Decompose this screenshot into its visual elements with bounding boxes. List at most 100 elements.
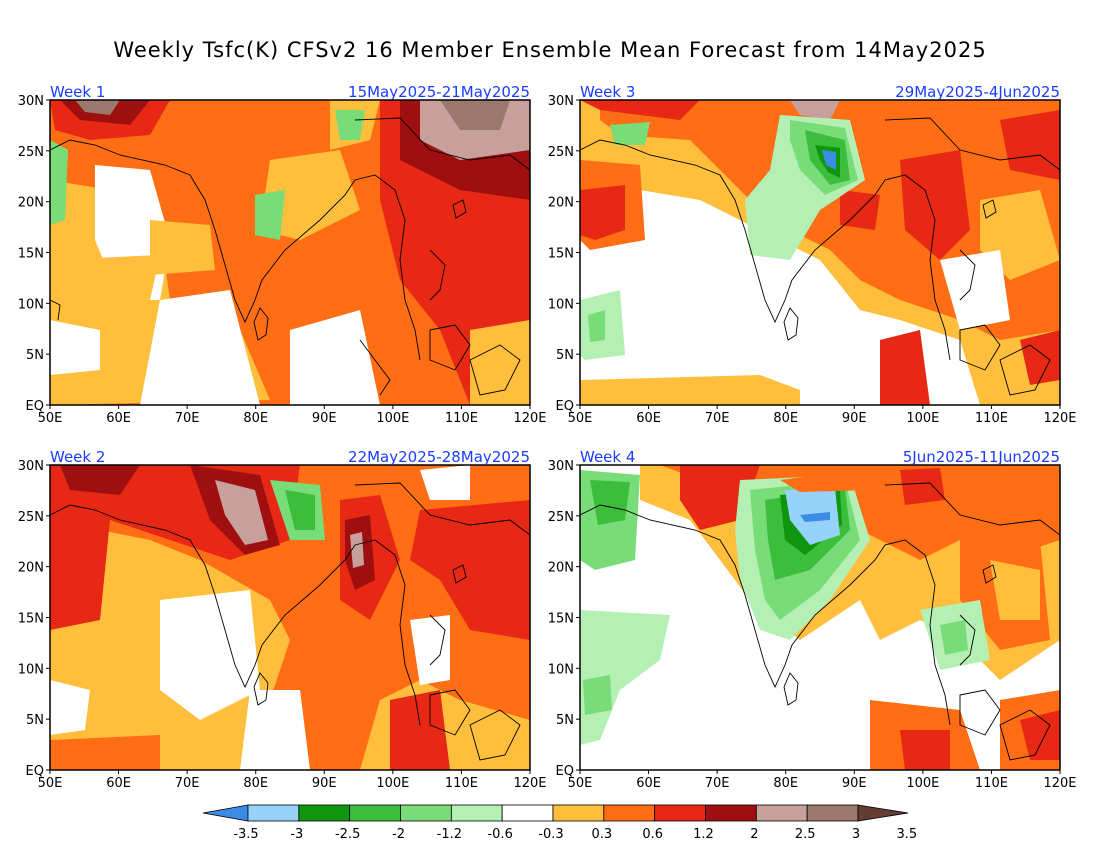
panel-week-1: Week 1 15May2025-21May2025 xyxy=(49,83,531,406)
lon-tick-label: 70E xyxy=(175,776,200,791)
lon-tick-label: 60E xyxy=(636,411,661,426)
lon-tick-label: 120E xyxy=(513,776,546,791)
lat-tick-label: 25N xyxy=(548,510,574,525)
lat-tick-label: 25N xyxy=(548,145,574,160)
lon-tick-label: 100E xyxy=(376,776,409,791)
lat-tick-label: 10N xyxy=(18,297,44,312)
panel-week-2-label: Week 2 xyxy=(50,448,105,466)
lon-tick-label: 60E xyxy=(106,411,131,426)
lat-tick-label: 5N xyxy=(556,348,574,363)
lat-tick-label: 20N xyxy=(548,196,574,211)
lon-tick-label: 60E xyxy=(636,776,661,791)
lon-tick-label: 80E xyxy=(243,776,268,791)
colorbar-label: -2.5 xyxy=(335,827,360,842)
panel-week-3-label: Week 3 xyxy=(580,83,635,101)
lat-tick-label: 15N xyxy=(18,612,44,627)
colorbar-swatch xyxy=(501,804,554,822)
colorbar-swatch xyxy=(298,804,351,822)
panel-week-4-label: Week 4 xyxy=(580,448,635,466)
panel-week-3: Week 3 29May2025-4Jun2025 xyxy=(579,83,1061,406)
panel-week-4-dates: 5Jun2025-11Jun2025 xyxy=(903,448,1060,466)
panel-week-1-label: Week 1 xyxy=(50,83,105,101)
panel-week-4: Week 4 5Jun2025-11Jun2025 xyxy=(579,448,1061,771)
figure-title: Weekly Tsfc(K) CFSv2 16 Member Ensemble … xyxy=(113,38,987,62)
panel-week-2-field xyxy=(50,465,530,770)
panel-week-3-field xyxy=(580,100,1060,405)
colorbar: -3.5 -3 -2.5 -2 -1.2 -0.6 -0.3 0.3 0.6 1.2 2 2.5 3 3.… xyxy=(202,804,917,842)
panel-week-3-dates: 29May2025-4Jun2025 xyxy=(895,83,1060,101)
lon-tick-label: 100E xyxy=(906,411,939,426)
colorbar-label: 0.6 xyxy=(642,827,663,842)
panel-week-2-dates: 22May2025-28May2025 xyxy=(348,448,530,466)
lon-tick-label: 120E xyxy=(1043,776,1076,791)
lon-tick-label: 80E xyxy=(773,411,798,426)
colorbar-swatch xyxy=(247,804,300,822)
lat-tick-label: 30N xyxy=(548,459,574,474)
lon-tick-label: 90E xyxy=(312,411,337,426)
lon-tick-label: 110E xyxy=(445,776,478,791)
lat-tick-label: EQ xyxy=(556,399,574,414)
lat-tick-label: 30N xyxy=(548,94,574,109)
lon-tick-label: 110E xyxy=(975,776,1008,791)
colorbar-swatch xyxy=(806,804,859,822)
colorbar-label: -0.6 xyxy=(487,827,512,842)
panel-week-2: Week 2 22May2025-28May2025 xyxy=(49,448,531,771)
lon-tick-label: 90E xyxy=(842,776,867,791)
colorbar-label: -0.3 xyxy=(538,827,563,842)
lat-tick-label: EQ xyxy=(26,399,44,414)
lat-tick-label: EQ xyxy=(556,764,574,779)
lat-tick-label: 25N xyxy=(18,510,44,525)
lon-tick-label: 80E xyxy=(773,776,798,791)
panel-week-1-coastlines xyxy=(50,117,530,396)
lon-tick-label: 90E xyxy=(842,411,867,426)
colorbar-label: -1.2 xyxy=(437,827,462,842)
lon-tick-label: 100E xyxy=(376,411,409,426)
lat-tick-label: 20N xyxy=(18,196,44,211)
panel-week-2-coastlines xyxy=(50,482,530,761)
panel-week-4-field xyxy=(580,465,1060,770)
colorbar-swatch xyxy=(400,804,452,822)
colorbar-label: 3 xyxy=(852,827,860,842)
lat-tick-label: 15N xyxy=(18,247,44,262)
lon-tick-label: 50E xyxy=(568,411,593,426)
colorbar-swatch xyxy=(705,804,757,822)
lat-tick-label: 20N xyxy=(548,561,574,576)
colorbar-label: -3 xyxy=(290,827,303,842)
colorbar-label: 0.3 xyxy=(591,827,612,842)
colorbar-swatch xyxy=(654,804,706,822)
colorbar-swatch xyxy=(755,804,808,822)
lat-tick-label: 30N xyxy=(18,459,44,474)
colorbar-low-arrow xyxy=(202,804,249,822)
lon-tick-label: 110E xyxy=(975,411,1008,426)
lat-tick-label: EQ xyxy=(26,764,44,779)
colorbar-swatch xyxy=(450,804,503,822)
colorbar-swatch xyxy=(603,804,656,822)
lon-tick-label: 60E xyxy=(106,776,131,791)
lat-tick-label: 5N xyxy=(26,348,44,363)
lon-tick-label: 50E xyxy=(38,411,63,426)
lat-tick-label: 10N xyxy=(548,662,574,677)
lon-tick-label: 70E xyxy=(175,411,200,426)
colorbar-swatch xyxy=(349,804,401,822)
lat-tick-label: 5N xyxy=(556,713,574,728)
lon-tick-label: 50E xyxy=(38,776,63,791)
colorbar-label: 1.2 xyxy=(693,827,714,842)
lat-tick-label: 20N xyxy=(18,561,44,576)
colorbar-label: 3.5 xyxy=(896,827,917,842)
lat-tick-label: 10N xyxy=(18,662,44,677)
lon-tick-label: 120E xyxy=(1043,411,1076,426)
panel-week-1-field xyxy=(50,100,530,405)
colorbar-label: -2 xyxy=(392,827,405,842)
lon-tick-label: 120E xyxy=(513,411,546,426)
panel-week-1-dates: 15May2025-21May2025 xyxy=(348,83,530,101)
lon-tick-label: 110E xyxy=(445,411,478,426)
lat-tick-label: 15N xyxy=(548,612,574,627)
colorbar-label: 2.5 xyxy=(795,827,816,842)
lon-tick-label: 90E xyxy=(312,776,337,791)
lat-tick-label: 30N xyxy=(18,94,44,109)
lon-tick-label: 70E xyxy=(705,411,730,426)
colorbar-swatch xyxy=(552,804,605,822)
panel-week-3-coastlines xyxy=(580,117,1060,396)
